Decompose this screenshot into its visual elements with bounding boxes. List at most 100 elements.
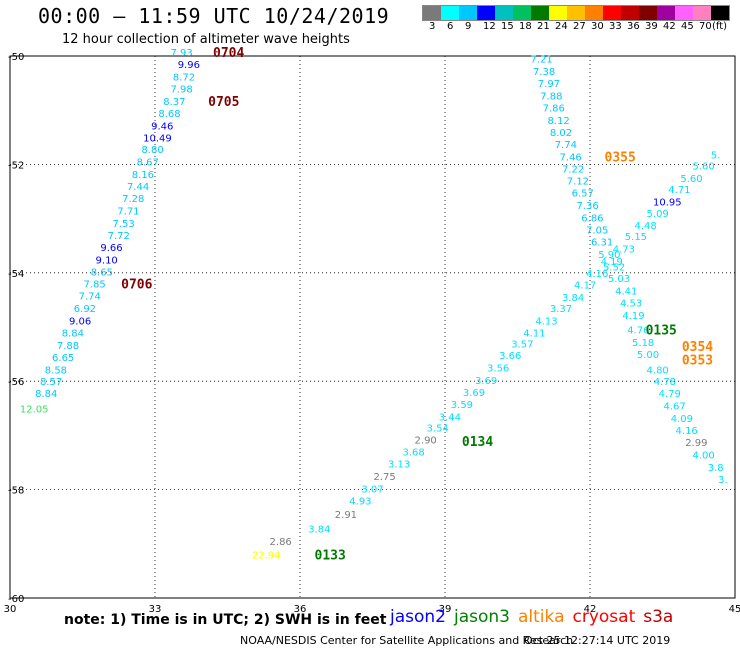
data-point: 8.16: [132, 170, 154, 181]
data-point: 6.92: [74, 304, 96, 315]
data-point: 6.31: [591, 237, 613, 248]
data-point: 3.69: [475, 376, 497, 387]
legend-swatch: [477, 6, 495, 20]
data-point: 5.00: [637, 350, 659, 361]
data-point: 5.: [711, 151, 721, 162]
y-tick-label: -56: [8, 377, 24, 388]
data-point: 5.90: [598, 250, 620, 261]
legend-swatch: [639, 6, 657, 20]
data-point: 2.91: [335, 510, 357, 521]
legend-label: 27: [573, 21, 586, 32]
legend-swatch: [495, 6, 513, 20]
legend-swatch: [711, 6, 729, 20]
data-point: 4.00: [692, 450, 714, 461]
data-point: 8.84: [35, 389, 57, 400]
time-label: 0133: [315, 549, 346, 564]
timestamp-text: Oct 25 12:27:14 UTC 2019: [524, 634, 671, 647]
data-point: 7.88: [57, 341, 79, 352]
data-point: 7.72: [108, 231, 130, 242]
legend-swatch: [675, 6, 693, 20]
y-tick-label: -54: [8, 269, 24, 280]
data-point: 3.69: [463, 388, 485, 399]
x-tick-label: 42: [584, 604, 597, 615]
legend-swatch: [657, 6, 675, 20]
time-label: 0706: [121, 278, 152, 293]
data-point: 3.13: [388, 460, 410, 471]
legend-label: (ft): [712, 21, 728, 32]
data-point: 8.65: [91, 268, 113, 279]
data-point: 3.59: [451, 400, 473, 411]
legend-label: 3: [429, 21, 436, 32]
legend-swatch: [513, 6, 531, 20]
x-tick-label: 39: [439, 604, 452, 615]
y-tick-label: -58: [8, 486, 24, 497]
data-point: 4.09: [671, 414, 693, 425]
legend-swatch: [693, 6, 711, 20]
data-point: 8.80: [141, 145, 163, 156]
data-point: 5.15: [625, 232, 647, 243]
satellite-legend-item: s3a: [643, 607, 674, 627]
data-point: 7.74: [555, 140, 577, 151]
data-point: 6.86: [581, 214, 603, 225]
data-point: 7.44: [127, 182, 149, 193]
data-point: 3.44: [439, 412, 461, 423]
data-point: 4.11: [523, 328, 545, 339]
data-point: 2.75: [373, 472, 395, 483]
legend-swatch: [423, 6, 441, 20]
data-point: 9.10: [96, 255, 118, 266]
legend-label: 30: [591, 21, 604, 32]
data-point: 7.74: [79, 292, 101, 303]
data-point: 8.02: [550, 128, 572, 139]
data-point: 8.12: [547, 116, 569, 127]
satellite-legend-item: jason3: [454, 607, 510, 627]
y-tick-label: -50: [8, 52, 24, 63]
legend-swatch: [459, 6, 477, 20]
legend-swatch: [531, 6, 549, 20]
data-point: 3.07: [361, 485, 383, 496]
data-point: 8.57: [40, 377, 62, 388]
data-point: 4.19: [622, 311, 644, 322]
satellite-legend-item: cryosat: [572, 607, 636, 627]
data-point: 9.46: [151, 121, 173, 132]
data-point: 8.37: [163, 97, 185, 108]
legend-label: 18: [519, 21, 532, 32]
data-point: 8.67: [137, 158, 159, 169]
data-point: 12.05: [20, 404, 49, 415]
satellite-legend: jason2 jason3 altika cryosat s3a: [390, 607, 681, 627]
data-point: 3.84: [308, 525, 330, 536]
legend-label: 36: [627, 21, 640, 32]
legend-swatch: [567, 6, 585, 20]
data-point: 6.65: [52, 353, 74, 364]
time-label: 0705: [208, 95, 239, 110]
data-point: 7.05: [586, 225, 608, 236]
legend-label: 12: [483, 21, 496, 32]
data-point: 7.93: [170, 48, 192, 59]
data-point: 3.84: [562, 293, 584, 304]
data-point: 4.73: [613, 244, 635, 255]
data-point: 7.53: [112, 219, 134, 230]
legend-swatch: [441, 6, 459, 20]
data-point: 5.18: [632, 338, 654, 349]
data-point: 7.46: [560, 152, 582, 163]
data-point: 4.78: [654, 377, 676, 388]
data-point: 9.66: [100, 243, 122, 254]
data-point: 10.95: [653, 197, 682, 208]
y-tick-label: -60: [8, 594, 24, 605]
data-point: 3.66: [499, 351, 521, 362]
data-point: 7.22: [562, 165, 584, 176]
x-tick-label: 45: [729, 604, 740, 615]
satellite-legend-item: jason2: [390, 607, 446, 627]
data-point: 9.96: [178, 60, 200, 71]
data-point: 7.36: [576, 201, 598, 212]
legend-label: 45: [681, 21, 694, 32]
satellite-legend-item: altika: [518, 607, 565, 627]
legend-label: 15: [501, 21, 514, 32]
legend-swatch: [549, 6, 567, 20]
data-point: 6.57: [572, 189, 594, 200]
data-point: 3.8: [708, 463, 724, 474]
data-point: 7.71: [117, 206, 139, 217]
data-point: 10.49: [143, 133, 172, 144]
data-point: 7.85: [83, 280, 105, 291]
data-point: 4.16: [586, 269, 608, 280]
data-point: 8.72: [173, 73, 195, 84]
